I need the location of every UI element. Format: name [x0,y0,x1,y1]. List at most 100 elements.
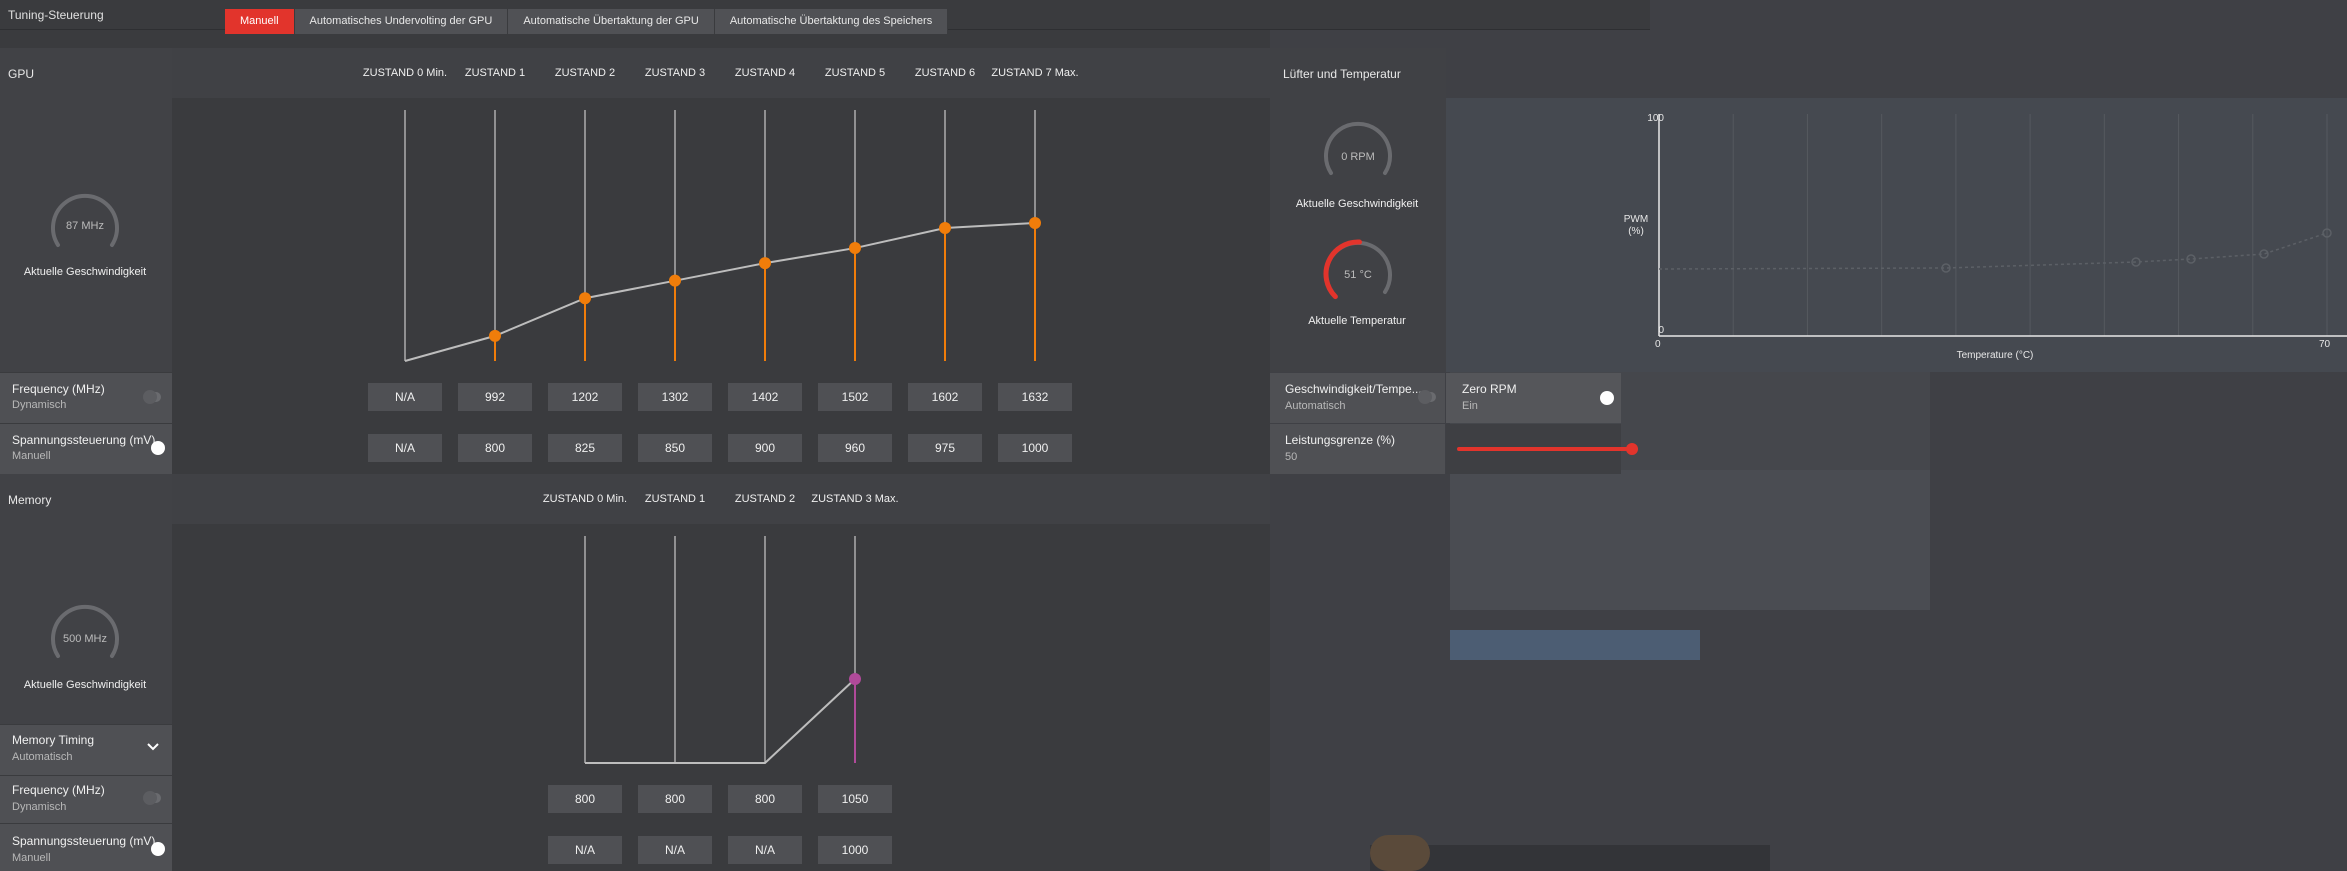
memory-frequency-value-3[interactable]: 1050 [818,785,892,813]
gpu-frequency-value-3[interactable]: 1302 [638,383,712,411]
memory-voltage-value-0[interactable]: N/A [548,836,622,864]
fan-chart-xmax: 70 [2319,339,2331,350]
memory-timing-mode: Automatisch [12,751,73,763]
gpu-frequency-value-2[interactable]: 1202 [548,383,622,411]
memory-state-3-label: ZUSTAND 3 Max. [811,493,899,505]
memory-frequency-value-2[interactable]: 800 [728,785,802,813]
memory-state-3-point[interactable] [849,673,861,686]
gpu-speed-caption: Aktuelle Geschwindigkeit [23,266,147,278]
gpu-frequency-value-7[interactable]: 1632 [998,383,1072,411]
gpu-speed-value: 87 MHz [66,220,104,232]
memory-timing-title: Memory Timing [12,733,95,747]
tab-auto-overclock-memory[interactable]: Automatische Übertaktung des Speichers [714,9,949,34]
memory-frequency-value-1[interactable]: 800 [638,785,712,813]
fan-curve-point-2[interactable] [2186,254,2196,264]
gpu-voltage-toggle[interactable] [151,441,165,455]
zero-rpm-value: Ein [1462,400,1478,412]
gpu-state-5-label: ZUSTAND 5 [824,67,886,79]
fan-curve-point-4[interactable] [2322,228,2332,238]
memory-voltage-value-3[interactable]: 1000 [818,836,892,864]
temperature-value: 51 °C [1344,269,1372,281]
chevron-down-icon[interactable] [146,742,160,752]
zero-rpm-title: Zero RPM [1462,382,1517,396]
gpu-frequency-value-4[interactable]: 1402 [728,383,802,411]
gpu-section-title: GPU [8,67,35,81]
gpu-state-4-point[interactable] [759,257,771,270]
fan-chart-xmin: 0 [1655,339,1661,350]
power-limit-slider[interactable] [1457,443,1638,455]
gpu-state-2-label: ZUSTAND 2 [554,67,616,79]
gpu-voltage-value-4[interactable]: 900 [728,434,802,462]
gpu-state-1-point[interactable] [489,329,501,342]
gpu-curve-chart [404,110,1041,362]
memory-frequency-title: Frequency (MHz) [12,783,105,797]
gpu-state-7-point[interactable] [1029,216,1041,229]
fan-chart-ymax: 100 [1647,113,1664,124]
tab-manual[interactable]: Manuell [225,9,295,34]
gpu-state-4-label: ZUSTAND 4 [734,67,796,79]
gpu-voltage-title: Spannungssteuerung (mV) [12,433,156,447]
gpu-state-2-point[interactable] [579,292,591,305]
gpu-voltage-value-2[interactable]: 825 [548,434,622,462]
fan-section-header [1270,48,1446,98]
gpu-voltage-value-6[interactable]: 975 [908,434,982,462]
memory-voltage-value-1[interactable]: N/A [638,836,712,864]
power-limit-control [1270,424,1445,474]
memory-curve-chart [584,536,861,764]
gpu-frequency-value-6[interactable]: 1602 [908,383,982,411]
tab-auto-overclock-gpu[interactable]: Automatische Übertaktung der GPU [508,9,715,34]
gpu-voltage-value-1[interactable]: 800 [458,434,532,462]
gpu-speed-panel [0,98,172,372]
gpu-state-3-point[interactable] [669,274,681,287]
memory-state-2-label: ZUSTAND 2 [734,493,796,505]
memory-speed-gauge [51,604,119,658]
fan-chart-xlabel: Temperature (°C) [1956,350,2034,361]
gpu-state-5-point[interactable] [849,242,861,255]
fan-mode-value: Automatisch [1285,400,1346,412]
gpu-frequency-toggle[interactable] [143,390,161,404]
fan-mode-toggle[interactable] [1418,390,1436,404]
gpu-speed-gauge [51,193,119,247]
fan-section-title: Lüfter und Temperatur [1283,67,1401,81]
power-limit-knob[interactable] [1626,443,1638,455]
gpu-voltage-control[interactable] [0,424,172,474]
gpu-state-3-label: ZUSTAND 3 [644,67,706,79]
gpu-state-1-label: ZUSTAND 1 [464,67,526,79]
gpu-voltage-value-3[interactable]: 850 [638,434,712,462]
temperature-gauge-fill [1323,239,1363,300]
fan-curve-chart[interactable] [1446,98,2347,372]
fan-curve-point-0[interactable] [1941,263,1951,273]
gpu-frequency-mode: Dynamisch [12,399,67,411]
memory-voltage-mode: Manuell [12,852,51,864]
fan-rpm-value: 0 RPM [1341,151,1375,163]
tab-auto-undervolt-gpu[interactable]: Automatisches Undervolting der GPU [294,9,509,34]
gpu-state-6-point[interactable] [939,221,951,234]
zero-rpm-control[interactable] [1446,373,1621,423]
fan-chart-ymin: 0 [1658,325,1664,336]
memory-voltage-toggle[interactable] [151,842,165,856]
gpu-frequency-value-5[interactable]: 1502 [818,383,892,411]
memory-voltage-control[interactable] [0,824,172,871]
zero-rpm-toggle[interactable] [1600,391,1614,405]
memory-voltage-title: Spannungssteuerung (mV) [12,834,156,848]
gpu-curve-line [404,221,1036,362]
fan-curve-point-1[interactable] [2131,257,2141,267]
power-limit-track [1457,447,1638,451]
gpu-voltage-value-7[interactable]: 1000 [998,434,1072,462]
fan-curve-point-3[interactable] [2259,249,2269,259]
memory-voltage-value-2[interactable]: N/A [728,836,802,864]
fan-rpm-gauge [1324,121,1392,175]
memory-section-title: Memory [8,493,52,507]
memory-frequency-value-0[interactable]: 800 [548,785,622,813]
gpu-voltage-value-5[interactable]: 960 [818,434,892,462]
memory-section-header [0,474,1270,524]
memory-frequency-toggle[interactable] [143,791,161,805]
memory-frequency-mode: Dynamisch [12,801,67,813]
memory-speed-caption: Aktuelle Geschwindigkeit [23,679,147,691]
gpu-frequency-value-1[interactable]: 992 [458,383,532,411]
gpu-voltage-value-0[interactable]: N/A [368,434,442,462]
gpu-frequency-value-0[interactable]: N/A [368,383,442,411]
memory-timing-dropdown[interactable] [0,725,172,775]
fan-mode-control[interactable] [1270,373,1445,423]
power-limit-value: 50 [1285,451,1298,463]
